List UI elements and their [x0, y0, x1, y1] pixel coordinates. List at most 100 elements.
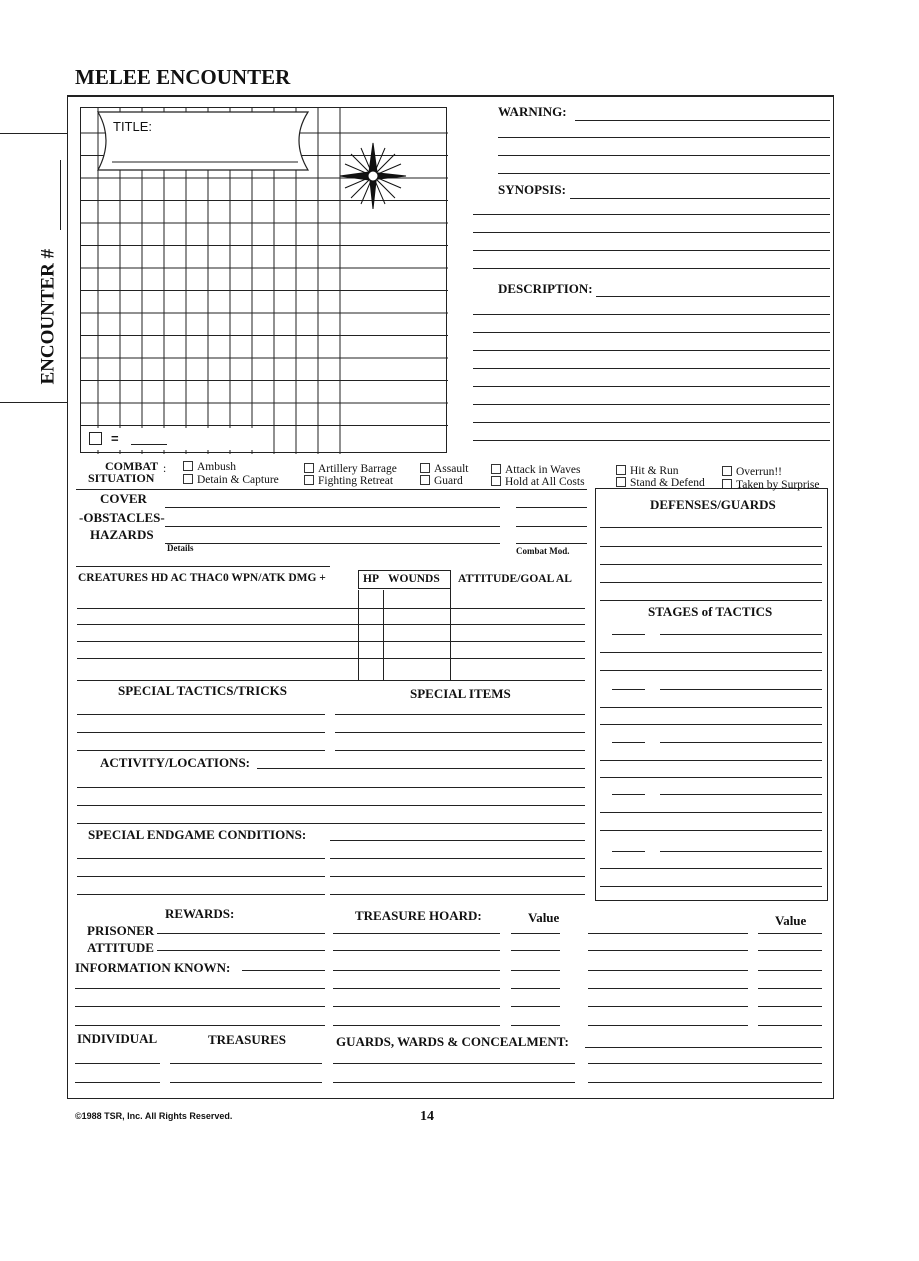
blank-line[interactable]	[600, 830, 822, 831]
blank-line[interactable]	[75, 1082, 160, 1083]
blank-line[interactable]	[600, 777, 822, 778]
blank-line[interactable]	[511, 950, 560, 951]
blank-line[interactable]	[660, 851, 822, 852]
blank-line[interactable]	[758, 988, 822, 989]
checkbox-icon[interactable]	[491, 476, 501, 486]
combat-option[interactable]: Hold at All Costs	[491, 476, 585, 489]
blank-line[interactable]	[330, 876, 585, 877]
blank-line[interactable]	[333, 1063, 575, 1064]
blank-line[interactable]	[600, 527, 822, 528]
blank-line[interactable]	[75, 988, 325, 989]
checkbox-icon[interactable]	[491, 464, 501, 474]
blank-line[interactable]	[170, 1082, 322, 1083]
blank-line[interactable]	[758, 1006, 822, 1007]
blank-line[interactable]	[330, 840, 585, 841]
blank-line[interactable]	[575, 120, 830, 121]
blank-line[interactable]	[473, 250, 830, 251]
blank-line[interactable]	[0, 133, 67, 134]
blank-line[interactable]	[600, 546, 822, 547]
blank-line[interactable]	[157, 933, 325, 934]
blank-line[interactable]	[516, 507, 587, 508]
checkbox-icon[interactable]	[183, 461, 193, 471]
blank-line[interactable]	[473, 422, 830, 423]
blank-line[interactable]	[473, 314, 830, 315]
blank-line[interactable]	[77, 858, 325, 859]
scale-blank[interactable]	[131, 444, 167, 445]
blank-line[interactable]	[330, 894, 585, 895]
blank-line[interactable]	[758, 1025, 822, 1026]
blank-line[interactable]	[77, 876, 325, 877]
blank-line[interactable]	[473, 214, 830, 215]
blank-line[interactable]	[570, 198, 830, 199]
blank-line[interactable]	[516, 526, 587, 527]
blank-line[interactable]	[333, 1025, 500, 1026]
combat-option[interactable]: Stand & Defend	[616, 477, 705, 490]
blank-line[interactable]	[75, 1063, 160, 1064]
blank-line[interactable]	[498, 137, 830, 138]
blank-line[interactable]	[333, 970, 500, 971]
blank-line[interactable]	[612, 851, 645, 852]
blank-line[interactable]	[333, 1006, 500, 1007]
blank-line[interactable]	[165, 526, 500, 527]
combat-option[interactable]: Attack in Waves	[491, 464, 581, 477]
blank-line[interactable]	[473, 350, 830, 351]
combat-option[interactable]: Hit & Run	[616, 465, 679, 478]
blank-line[interactable]	[335, 750, 585, 751]
blank-line[interactable]	[600, 886, 822, 887]
blank-line[interactable]	[511, 1025, 560, 1026]
combat-option[interactable]: Guard	[420, 475, 463, 488]
blank-line[interactable]	[588, 933, 748, 934]
blank-line[interactable]	[588, 970, 748, 971]
blank-line[interactable]	[600, 564, 822, 565]
checkbox-icon[interactable]	[616, 465, 626, 475]
blank-line[interactable]	[600, 868, 822, 869]
combat-option[interactable]: Detain & Capture	[183, 474, 279, 487]
blank-line[interactable]	[473, 268, 830, 269]
blank-line[interactable]	[600, 812, 822, 813]
blank-line[interactable]	[511, 970, 560, 971]
blank-line[interactable]	[473, 440, 830, 441]
blank-line[interactable]	[77, 658, 585, 659]
blank-line[interactable]	[242, 970, 325, 971]
blank-line[interactable]	[473, 386, 830, 387]
blank-line[interactable]	[516, 543, 587, 544]
blank-line[interactable]	[588, 950, 748, 951]
blank-line[interactable]	[77, 624, 585, 625]
blank-line[interactable]	[612, 742, 645, 743]
blank-line[interactable]	[335, 732, 585, 733]
blank-line[interactable]	[612, 634, 645, 635]
checkbox-icon[interactable]	[722, 466, 732, 476]
blank-line[interactable]	[588, 988, 748, 989]
blank-line[interactable]	[588, 1025, 748, 1026]
checkbox-icon[interactable]	[420, 463, 430, 473]
checkbox-icon[interactable]	[420, 475, 430, 485]
blank-line[interactable]	[165, 543, 500, 544]
blank-line[interactable]	[77, 750, 325, 751]
blank-line[interactable]	[758, 933, 822, 934]
checkbox-icon[interactable]	[616, 477, 626, 487]
blank-line[interactable]	[76, 489, 587, 490]
blank-line[interactable]	[600, 582, 822, 583]
blank-line[interactable]	[333, 950, 500, 951]
blank-line[interactable]	[0, 402, 67, 403]
blank-line[interactable]	[473, 332, 830, 333]
blank-line[interactable]	[588, 1063, 822, 1064]
blank-line[interactable]	[333, 988, 500, 989]
blank-line[interactable]	[333, 1082, 575, 1083]
blank-line[interactable]	[600, 724, 822, 725]
combat-option[interactable]: Fighting Retreat	[304, 475, 393, 488]
blank-line[interactable]	[758, 970, 822, 971]
blank-line[interactable]	[335, 714, 585, 715]
combat-option[interactable]: Ambush	[183, 461, 236, 474]
blank-line[interactable]	[77, 714, 325, 715]
combat-option[interactable]: Artillery Barrage	[304, 463, 397, 476]
blank-line[interactable]	[660, 689, 822, 690]
combat-option[interactable]: Assault	[420, 463, 469, 476]
blank-line[interactable]	[257, 768, 585, 769]
checkbox-icon[interactable]	[304, 463, 314, 473]
blank-line[interactable]	[600, 707, 822, 708]
blank-line[interactable]	[77, 805, 585, 806]
blank-line[interactable]	[585, 1047, 822, 1048]
blank-line[interactable]	[660, 634, 822, 635]
blank-line[interactable]	[511, 988, 560, 989]
